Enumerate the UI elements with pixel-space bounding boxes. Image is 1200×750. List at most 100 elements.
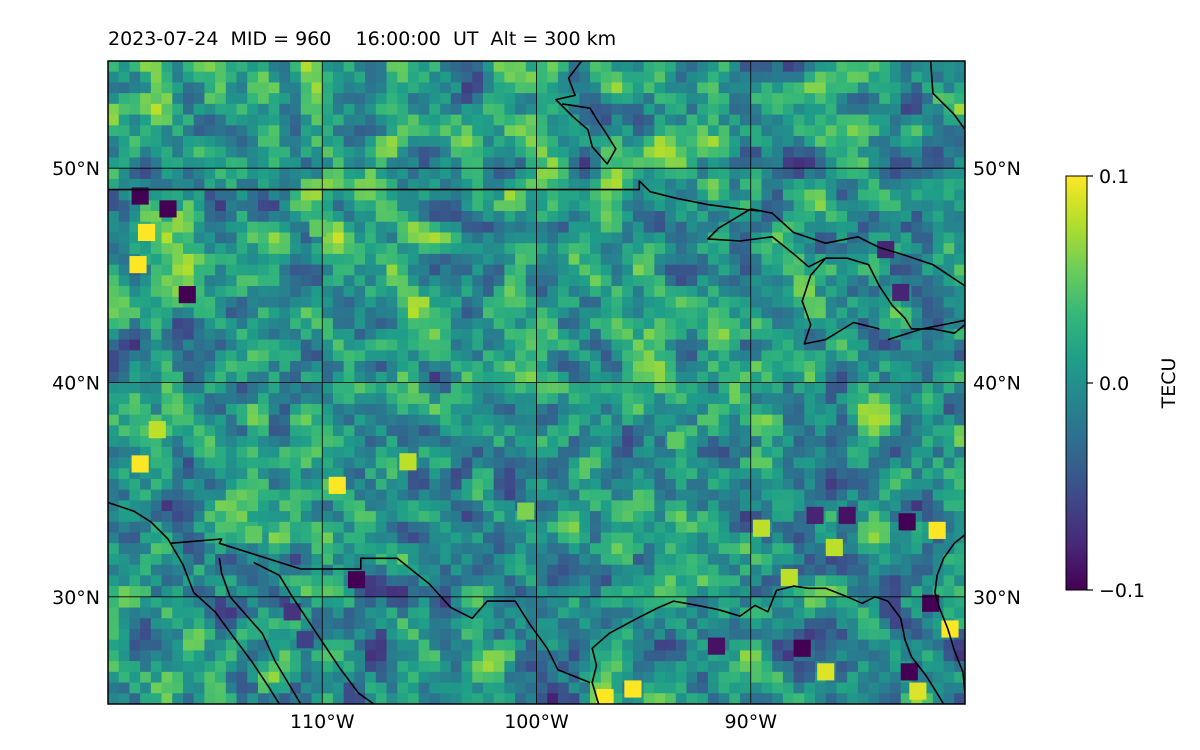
tec-cell (247, 82, 259, 94)
tec-cell (729, 511, 741, 523)
tec-cell (429, 532, 441, 544)
tec-cell (440, 221, 452, 234)
tec-cell (354, 693, 366, 704)
tec-cell (322, 82, 334, 94)
tec-cell (611, 639, 623, 652)
tec-cell (836, 553, 848, 566)
tec-cell (279, 446, 291, 459)
tec-cell (825, 468, 838, 480)
tec-cell (707, 93, 720, 105)
tec-cell (557, 296, 570, 309)
lon-tick-labels: 110°W 100°W 90°W (290, 711, 777, 733)
tec-cell (397, 511, 409, 523)
tec-cell (140, 393, 152, 405)
tec-cell (932, 650, 945, 662)
tec-cell (279, 339, 291, 351)
tec-cell (418, 618, 430, 630)
tec-cell (611, 168, 623, 180)
tec-cell (343, 275, 355, 287)
tec-cell (375, 189, 388, 201)
tec-cell (225, 425, 238, 437)
tec-cell (279, 489, 291, 501)
tec-cell (793, 553, 805, 566)
tec-cell (622, 307, 634, 319)
tec-cell (922, 93, 934, 105)
tec-cell (140, 511, 152, 523)
tec-cell (579, 661, 591, 673)
tec-cell (547, 586, 559, 598)
tec-cell (857, 146, 870, 159)
tec-cell (322, 221, 334, 234)
tec-cell (215, 607, 227, 619)
tec-cell (847, 607, 859, 619)
tec-cell (429, 489, 441, 501)
tec-cell (954, 661, 965, 673)
tec-cell (440, 350, 452, 362)
tec-cell (161, 618, 173, 630)
tec-cell (911, 511, 923, 523)
tec-cell (493, 618, 505, 630)
lat-tick-label: 50°N (52, 158, 100, 180)
tec-cell (772, 103, 784, 116)
tec-cell (632, 553, 645, 566)
tec-cell (397, 639, 409, 652)
tec-cell (922, 136, 934, 148)
tec-cell (547, 243, 559, 255)
tec-cell (579, 457, 591, 469)
tec-cell (815, 650, 827, 662)
tec-cell (911, 639, 923, 652)
tec-cell (868, 93, 880, 105)
tec-cell (675, 564, 688, 576)
tec-cell (108, 436, 120, 448)
tec-cell (847, 403, 859, 416)
tec-cell (418, 232, 430, 244)
tec-cell (450, 446, 463, 459)
tec-cell (300, 243, 313, 255)
tec-cell (354, 425, 366, 437)
tec-cell (943, 382, 955, 394)
tec-cell (868, 286, 880, 298)
tec-cell (343, 328, 355, 341)
tec-cell (932, 253, 945, 266)
tec-cell (429, 296, 441, 309)
tec-cell (600, 596, 613, 609)
tec-cell (215, 114, 227, 126)
tec-cell (161, 489, 173, 501)
tec-cell (675, 157, 688, 169)
tec-cell (825, 286, 838, 298)
tec-cell (900, 61, 913, 73)
tec-cell (932, 446, 945, 459)
tec-cell (322, 693, 334, 704)
tec-cell (140, 628, 152, 641)
tec-cell (204, 168, 216, 180)
tec-cell (740, 682, 752, 694)
tec-cell (707, 211, 720, 223)
tec-cell (954, 575, 965, 587)
tec-cell (954, 500, 965, 512)
tec-cell (525, 596, 538, 609)
tec-cell (900, 414, 913, 426)
tec-cell (172, 618, 184, 630)
tec-cell (815, 339, 827, 351)
tec-cell (643, 393, 655, 405)
tec-cell (761, 146, 773, 159)
tec-cell (825, 243, 838, 255)
tec-cell (247, 500, 259, 512)
tec-cell (493, 71, 505, 84)
tec-cell (108, 232, 120, 244)
tec-cell (707, 468, 720, 480)
tec-cell (772, 243, 784, 255)
tec-cell (611, 125, 623, 137)
tec-cell (450, 221, 463, 234)
tec-cell (825, 339, 838, 351)
tec-cell (225, 232, 238, 244)
tec-cell (472, 607, 484, 619)
tec-cell (654, 553, 666, 566)
tec-cell (793, 125, 805, 137)
tec-cell (740, 457, 752, 469)
tec-cell (761, 275, 773, 287)
tec-cell (215, 618, 227, 630)
tec-cell (300, 253, 313, 266)
tec-cell (911, 296, 923, 309)
tec-cell (354, 157, 366, 169)
